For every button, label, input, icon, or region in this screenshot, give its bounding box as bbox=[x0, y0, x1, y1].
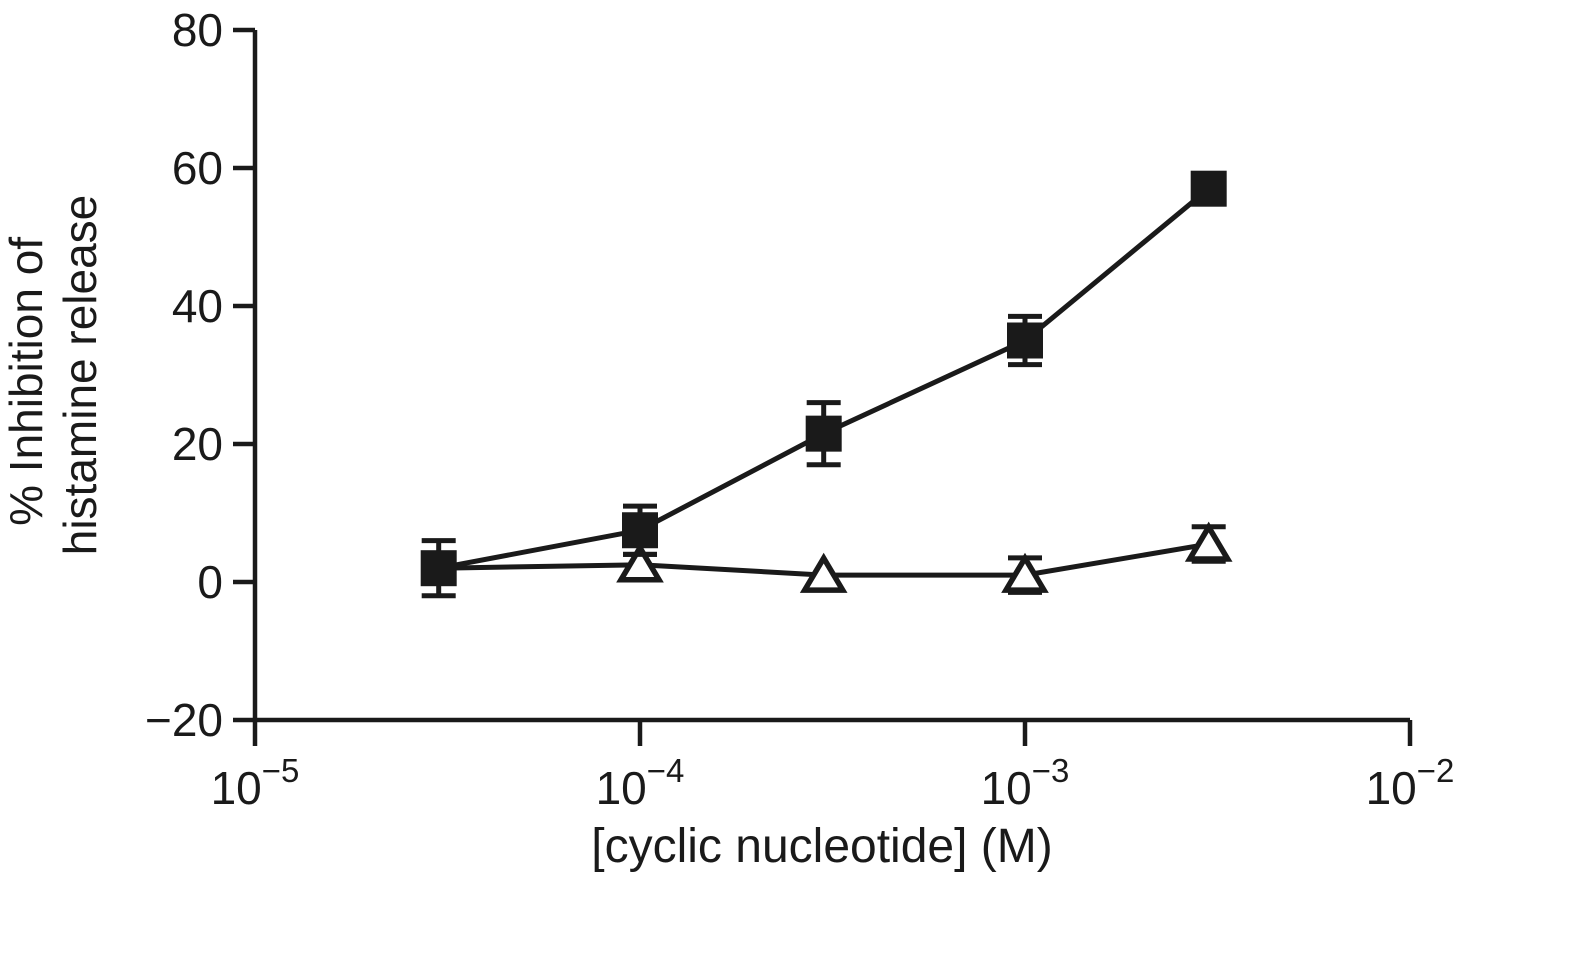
y-tick-label: 40 bbox=[172, 280, 223, 332]
marker-open-triangle-icon bbox=[1001, 552, 1049, 593]
y-tick-label: 20 bbox=[172, 418, 223, 470]
y-tick-label: 80 bbox=[172, 4, 223, 56]
y-axis-title-line2: histamine release bbox=[54, 195, 106, 556]
x-tick-label: 10−5 bbox=[211, 752, 300, 814]
series-filled-square bbox=[420, 170, 1227, 599]
x-tick-label: 10−2 bbox=[1366, 752, 1455, 814]
y-axis-title: % Inhibition of histamine release bbox=[0, 195, 106, 556]
y-tick-label: 0 bbox=[197, 556, 223, 608]
marker-filled-square-icon bbox=[420, 550, 457, 587]
marker-open-triangle-icon bbox=[1184, 521, 1233, 562]
y-tick-label: 60 bbox=[172, 142, 223, 194]
series-line-filled-square bbox=[438, 186, 1211, 571]
marker-filled-square-icon bbox=[622, 512, 658, 549]
x-tick-label: 10−3 bbox=[981, 752, 1070, 814]
marker-filled-square-icon bbox=[805, 415, 842, 452]
y-tick-label: −20 bbox=[145, 694, 223, 746]
marker-filled-square-icon bbox=[1190, 170, 1227, 207]
axes-spines bbox=[252, 30, 1410, 723]
x-axis-title: [cyclic nucleotide] (M) bbox=[591, 820, 1052, 873]
x-tick-label: 10−4 bbox=[596, 752, 685, 814]
marker-open-triangle-icon bbox=[799, 552, 848, 593]
marker-open-triangle-icon bbox=[616, 542, 664, 583]
marker-filled-square-icon bbox=[1007, 322, 1043, 359]
y-axis-title-line1: % Inhibition of bbox=[0, 237, 52, 526]
series-open-triangle bbox=[438, 521, 1233, 595]
